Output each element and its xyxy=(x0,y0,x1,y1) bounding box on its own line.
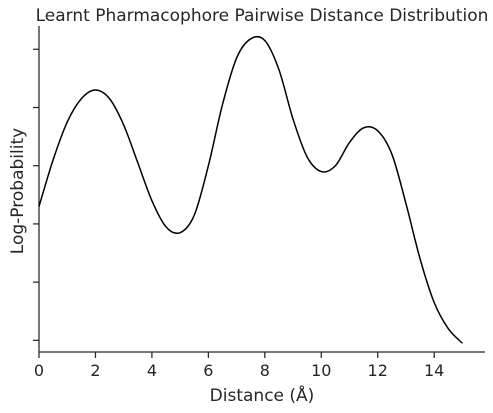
x-axis-ticks: 0 2 4 6 8 10 12 14 xyxy=(34,352,444,380)
x-tick-label: 12 xyxy=(368,361,388,380)
chart-title: Learnt Pharmacophore Pairwise Distance D… xyxy=(36,6,489,26)
x-tick-label: 10 xyxy=(311,361,331,380)
x-tick-label: 4 xyxy=(147,361,157,380)
plot-series xyxy=(38,35,463,344)
x-tick-label: 2 xyxy=(90,361,100,380)
x-tick-label: 8 xyxy=(260,361,270,380)
log-probability-line xyxy=(38,35,463,344)
x-tick-label: 14 xyxy=(424,361,444,380)
y-axis-label: Log-Probability xyxy=(8,128,28,254)
x-tick-label: 0 xyxy=(34,361,44,380)
y-axis-ticks xyxy=(33,48,39,341)
x-tick-label: 6 xyxy=(203,361,213,380)
x-axis-label: Distance (Å) xyxy=(210,384,315,406)
